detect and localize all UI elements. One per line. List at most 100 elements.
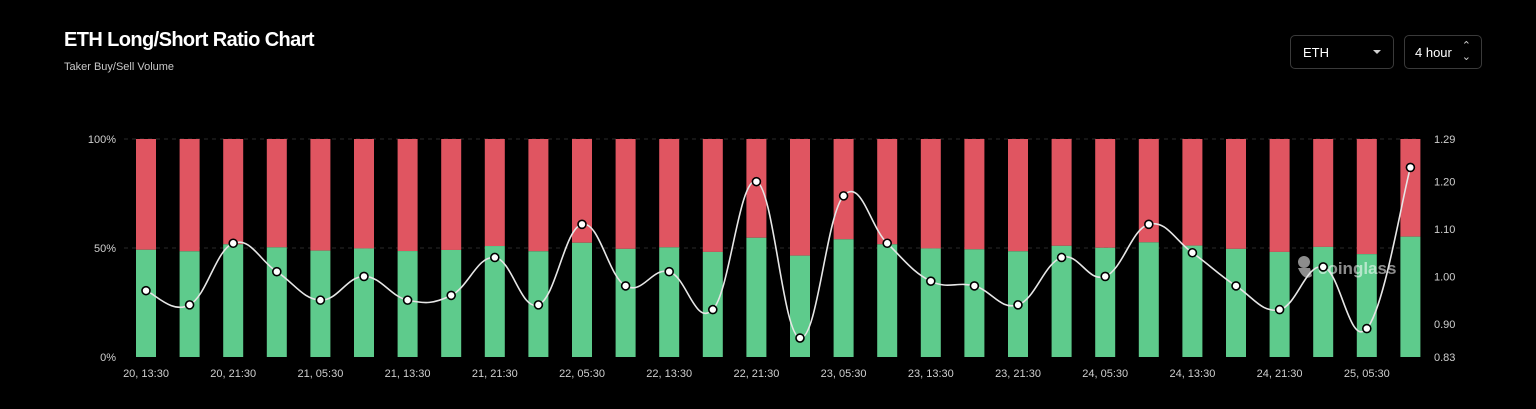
ratio-point	[795, 333, 805, 343]
ratio-tick-label: 1.20	[1434, 177, 1455, 189]
ratio-point	[402, 295, 413, 305]
x-tick-label: 20, 21:30	[210, 368, 256, 380]
long-bar	[484, 246, 505, 357]
ratio-tick-label: 0.83	[1434, 352, 1455, 364]
x-tick-label: 24, 13:30	[1169, 368, 1215, 380]
ratio-point	[1274, 304, 1285, 315]
short-bar	[1269, 139, 1290, 252]
long-bar	[1400, 236, 1421, 357]
x-tick-label: 22, 13:30	[646, 368, 692, 380]
ratio-point	[577, 219, 587, 230]
ratio-point	[838, 191, 849, 201]
interval-select-value: 4 hour	[1415, 44, 1452, 60]
ratio-point	[446, 290, 457, 301]
short-bar	[659, 139, 680, 248]
short-bar	[1226, 139, 1246, 249]
ratio-point	[707, 304, 718, 315]
long-bar	[1313, 246, 1334, 357]
ratio-point	[271, 266, 282, 277]
short-bar	[223, 139, 244, 245]
ratio-point	[751, 176, 762, 187]
x-axis: 20, 13:30 20, 21:30 21, 05:30 21, 13:30 21, …	[123, 368, 1390, 380]
ratio-tick-label: 1.00	[1434, 271, 1455, 283]
x-tick-label: 21, 05:30	[297, 368, 343, 380]
x-tick-label: 23, 05:30	[821, 368, 867, 380]
interval-select[interactable]: 4 hour ⌃ ⌄	[1404, 35, 1482, 69]
percent-axis: 0% 50% 100%	[88, 134, 116, 364]
coin-select[interactable]: ETH	[1290, 35, 1394, 69]
coinglass-logo-icon	[1298, 256, 1312, 278]
ratio-point	[489, 252, 500, 263]
ratio-point	[184, 300, 195, 310]
short-bar	[702, 139, 723, 252]
long-bar	[1051, 245, 1072, 357]
short-bar	[746, 139, 767, 238]
short-bar	[528, 139, 549, 252]
ratio-point	[882, 238, 893, 249]
x-tick-label: 24, 21:30	[1257, 368, 1303, 380]
short-bar	[441, 139, 462, 250]
ratio-point	[1187, 247, 1198, 258]
short-bar	[833, 139, 854, 240]
ratio-point	[533, 300, 544, 310]
chart-grid	[124, 138, 1420, 249]
short-bar	[1051, 139, 1072, 246]
long-bar	[1226, 248, 1246, 357]
ratio-point	[1231, 281, 1241, 291]
long-bar	[441, 249, 462, 357]
ratio-tick-label: 1.10	[1434, 224, 1455, 236]
chevron-down-icon	[1373, 50, 1381, 54]
ratio-point	[1144, 219, 1154, 230]
short-bar	[136, 139, 156, 250]
chart-subtitle: Taker Buy/Sell Volume	[64, 61, 175, 73]
short-bar	[266, 139, 287, 248]
x-tick-label: 22, 21:30	[733, 368, 779, 380]
coin-select-value: ETH	[1303, 44, 1329, 60]
long-bar	[266, 247, 287, 357]
ratio-point	[1405, 162, 1416, 173]
ratio-line	[145, 167, 1412, 339]
ratio-point	[1056, 252, 1067, 263]
x-tick-label: 23, 13:30	[908, 368, 954, 380]
long-bar	[136, 249, 156, 357]
long-bar	[223, 244, 244, 357]
short-bar	[572, 139, 592, 243]
short-bar	[179, 139, 200, 252]
short-bar	[1356, 139, 1377, 255]
short-bar	[615, 139, 636, 249]
ratio-point	[620, 281, 631, 291]
x-tick-label: 21, 13:30	[385, 368, 431, 380]
x-tick-label: 24, 05:30	[1082, 368, 1128, 380]
short-bar	[484, 139, 505, 247]
x-tick-label: 22, 05:30	[559, 368, 605, 380]
long-bar	[659, 247, 680, 357]
short-bar	[877, 139, 898, 245]
long-bar	[615, 248, 636, 357]
ratio-tick-label: 1.29	[1434, 134, 1455, 146]
x-tick-label: 23, 21:30	[995, 368, 1041, 380]
short-bar	[1400, 139, 1421, 237]
ratio-point	[1100, 271, 1110, 282]
x-tick-label: 25, 05:30	[1344, 368, 1390, 380]
short-bar	[964, 139, 985, 250]
x-tick-label: 20, 13:30	[123, 368, 169, 380]
long-bar	[1095, 247, 1116, 357]
short-bar	[1008, 139, 1028, 252]
sort-updown-icon: ⌃ ⌄	[1461, 40, 1471, 63]
percent-tick-label: 0%	[100, 352, 116, 364]
long-bar	[1182, 245, 1203, 357]
long-bar	[354, 248, 374, 357]
long-bar	[746, 237, 767, 357]
long-bar	[833, 239, 854, 357]
long-bar	[572, 242, 592, 357]
percent-tick-label: 100%	[88, 134, 116, 146]
ratio-tick-label: 0.90	[1434, 319, 1455, 331]
long-bar	[1269, 251, 1290, 357]
long-bar	[964, 249, 985, 357]
short-bar	[397, 139, 418, 252]
short-bar	[1095, 139, 1116, 248]
ratio-point	[1318, 262, 1328, 272]
watermark: coinglass	[1298, 256, 1396, 278]
percent-tick-label: 50%	[94, 243, 116, 255]
